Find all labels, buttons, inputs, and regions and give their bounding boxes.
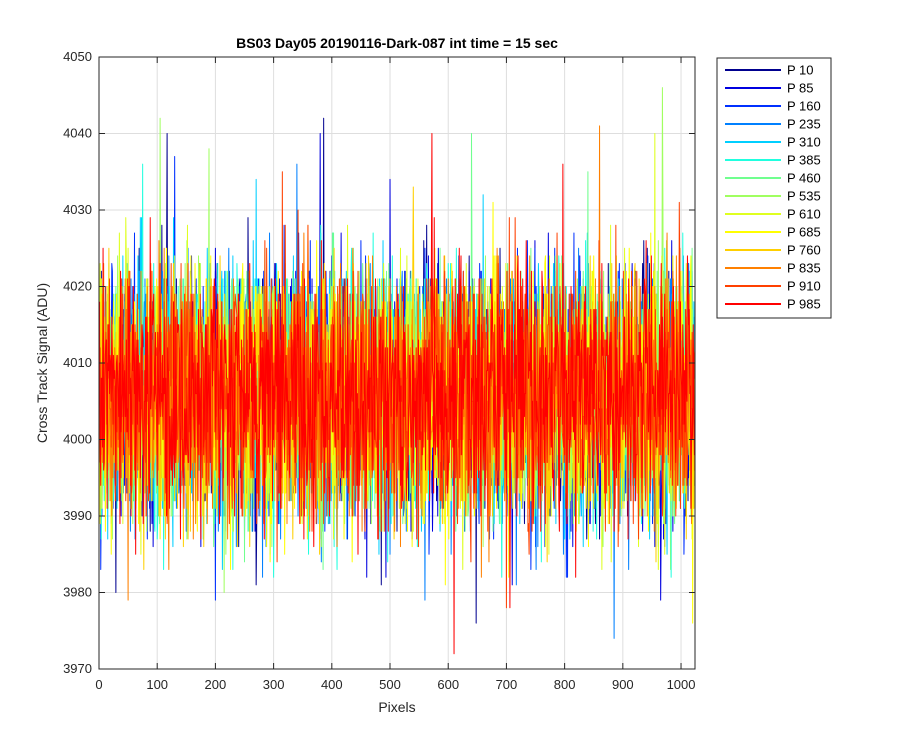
chart-title: BS03 Day05 20190116-Dark-087 int time = … (236, 35, 558, 51)
y-tick-label: 3990 (63, 508, 92, 523)
y-tick-label: 4040 (63, 126, 92, 141)
legend-box (716, 57, 832, 319)
x-tick-label: 600 (437, 677, 459, 692)
legend-label: P 460 (787, 171, 821, 186)
legend: P 10 P 85 P 160 P 235 P 310 P 385 P 460 P 535 P … (716, 57, 832, 319)
y-axis-title: Cross Track Signal (ADU) (34, 283, 50, 443)
legend-label: P 685 (787, 225, 821, 240)
y-tick-label: 4000 (63, 432, 92, 447)
x-tick-label: 1000 (667, 677, 696, 692)
legend-label: P 160 (787, 99, 821, 114)
legend-label: P 235 (787, 117, 821, 132)
y-tick-label: 4020 (63, 279, 92, 294)
legend-label: P 535 (787, 189, 821, 204)
legend-label: P 910 (787, 279, 821, 294)
axis-ticks: 0 100 200 300 400 500 600 700 800 900 1000 3970 3980… (63, 49, 695, 692)
x-tick-label: 800 (554, 677, 576, 692)
x-tick-label: 100 (146, 677, 168, 692)
y-tick-label: 4050 (63, 49, 92, 64)
legend-label: P 85 (787, 81, 814, 96)
legend-label: P 835 (787, 261, 821, 276)
legend-label: P 760 (787, 243, 821, 258)
x-tick-label: 500 (379, 677, 401, 692)
legend-label: P 985 (787, 297, 821, 312)
x-tick-label: 700 (496, 677, 518, 692)
series-lines (99, 87, 695, 655)
y-tick-label: 4030 (63, 202, 92, 217)
x-tick-label: 300 (263, 677, 285, 692)
x-tick-label: 0 (95, 677, 102, 692)
legend-label: P 385 (787, 153, 821, 168)
legend-label: P 310 (787, 135, 821, 150)
x-tick-label: 400 (321, 677, 343, 692)
x-axis-title: Pixels (378, 699, 415, 715)
y-tick-label: 4010 (63, 355, 92, 370)
legend-label: P 10 (787, 63, 814, 78)
x-tick-label: 200 (205, 677, 227, 692)
legend-label: P 610 (787, 207, 821, 222)
y-tick-label: 3970 (63, 661, 92, 676)
series-line (99, 133, 695, 655)
x-tick-label: 900 (612, 677, 634, 692)
y-tick-label: 3980 (63, 585, 92, 600)
